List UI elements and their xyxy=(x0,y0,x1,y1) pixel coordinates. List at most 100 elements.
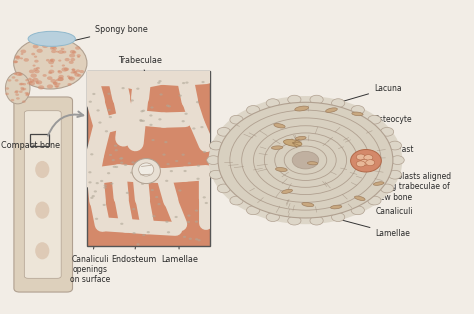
Circle shape xyxy=(50,65,54,67)
Circle shape xyxy=(207,156,220,165)
Circle shape xyxy=(91,195,95,197)
Circle shape xyxy=(90,197,93,199)
Circle shape xyxy=(19,90,23,93)
Circle shape xyxy=(178,189,182,192)
Circle shape xyxy=(196,101,199,103)
Circle shape xyxy=(195,220,198,223)
Circle shape xyxy=(88,181,91,183)
Circle shape xyxy=(14,91,18,94)
Circle shape xyxy=(364,155,373,160)
Circle shape xyxy=(58,60,61,62)
Circle shape xyxy=(20,83,24,85)
Circle shape xyxy=(95,218,98,220)
Ellipse shape xyxy=(352,112,363,116)
Bar xyxy=(30,134,49,146)
Ellipse shape xyxy=(14,37,87,89)
Text: Osteoclast: Osteoclast xyxy=(370,145,414,158)
Circle shape xyxy=(218,102,393,218)
Circle shape xyxy=(12,76,16,79)
Circle shape xyxy=(149,124,153,126)
Circle shape xyxy=(187,214,191,217)
Circle shape xyxy=(69,77,75,81)
Circle shape xyxy=(142,110,145,112)
Text: Lamellae: Lamellae xyxy=(319,214,410,238)
Circle shape xyxy=(41,39,44,41)
Circle shape xyxy=(20,87,24,89)
Circle shape xyxy=(31,53,35,55)
Circle shape xyxy=(77,54,81,57)
Circle shape xyxy=(197,165,200,167)
Circle shape xyxy=(146,231,150,233)
Ellipse shape xyxy=(272,146,283,149)
Circle shape xyxy=(360,159,369,165)
Circle shape xyxy=(52,38,57,42)
Ellipse shape xyxy=(355,196,365,200)
Circle shape xyxy=(381,127,394,136)
Circle shape xyxy=(14,61,18,63)
Circle shape xyxy=(89,100,92,103)
Circle shape xyxy=(77,56,80,58)
Circle shape xyxy=(184,113,188,115)
Circle shape xyxy=(73,71,77,73)
Circle shape xyxy=(182,154,185,156)
Circle shape xyxy=(23,88,27,90)
Circle shape xyxy=(58,50,64,54)
Circle shape xyxy=(209,96,402,224)
Circle shape xyxy=(90,153,93,155)
Circle shape xyxy=(137,170,141,172)
Circle shape xyxy=(43,74,47,77)
Circle shape xyxy=(5,87,9,90)
Circle shape xyxy=(175,160,178,162)
Circle shape xyxy=(57,70,61,72)
Circle shape xyxy=(150,106,154,109)
Circle shape xyxy=(14,73,18,75)
Text: Canaliculi: Canaliculi xyxy=(334,199,413,216)
Circle shape xyxy=(142,234,146,236)
Ellipse shape xyxy=(302,203,314,207)
Circle shape xyxy=(100,180,103,182)
Circle shape xyxy=(94,190,97,192)
Circle shape xyxy=(109,116,112,118)
Ellipse shape xyxy=(275,168,287,171)
Circle shape xyxy=(388,170,401,179)
Circle shape xyxy=(15,94,19,96)
Circle shape xyxy=(16,97,20,100)
Text: Compact bone: Compact bone xyxy=(0,141,60,149)
Circle shape xyxy=(76,69,80,72)
Circle shape xyxy=(195,238,198,241)
Circle shape xyxy=(33,68,38,71)
Ellipse shape xyxy=(326,108,337,112)
Circle shape xyxy=(266,99,279,107)
Circle shape xyxy=(32,78,38,82)
Circle shape xyxy=(107,172,110,174)
Circle shape xyxy=(131,161,135,164)
Circle shape xyxy=(130,171,133,174)
Circle shape xyxy=(79,70,84,73)
Circle shape xyxy=(73,71,76,73)
Circle shape xyxy=(36,81,39,84)
Circle shape xyxy=(111,159,115,161)
Ellipse shape xyxy=(28,31,75,46)
Circle shape xyxy=(188,162,191,165)
Circle shape xyxy=(46,59,50,62)
Circle shape xyxy=(64,68,69,71)
Circle shape xyxy=(109,154,112,156)
Ellipse shape xyxy=(274,123,285,128)
Circle shape xyxy=(151,189,154,191)
Circle shape xyxy=(49,41,55,45)
Circle shape xyxy=(121,87,125,89)
Circle shape xyxy=(187,221,190,223)
Circle shape xyxy=(310,95,323,104)
Text: Osteoblasts aligned
along trabeculae of
new bone: Osteoblasts aligned along trabeculae of … xyxy=(357,172,452,202)
Circle shape xyxy=(182,82,185,84)
Circle shape xyxy=(202,196,206,198)
Circle shape xyxy=(157,203,161,205)
Circle shape xyxy=(205,202,208,204)
Circle shape xyxy=(356,161,365,167)
Circle shape xyxy=(203,151,206,153)
Circle shape xyxy=(115,166,118,168)
Circle shape xyxy=(126,192,129,194)
Circle shape xyxy=(98,122,101,124)
Ellipse shape xyxy=(5,73,30,104)
Circle shape xyxy=(28,78,32,80)
